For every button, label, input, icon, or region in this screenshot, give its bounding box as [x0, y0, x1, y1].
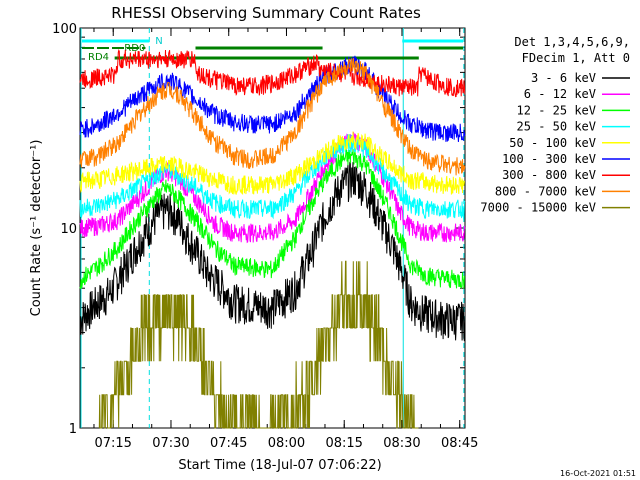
series-line: [79, 148, 466, 290]
night-bar-label: N: [155, 36, 162, 47]
series-300-800-kev: [79, 48, 466, 98]
legend-entries: 3 - 6 keV 6 - 12 keV 12 - 25 keV 25 - 50 ke…: [480, 71, 630, 215]
legend-entry-label: 100 - 300 keV: [502, 152, 596, 166]
legend-header-line-1: Det 1,3,4,5,6,9,: [514, 35, 630, 49]
y-tick-labels: 1 10 100: [52, 22, 77, 437]
series-line: [79, 134, 466, 220]
legend-header-line-2: FDecim 1, Att 0: [522, 51, 630, 65]
footer-timestamp: 16-Oct-2021 01:51: [560, 469, 636, 478]
x-tick-label: 07:15: [94, 436, 131, 451]
series-line: [79, 48, 466, 98]
x-axis-label: Start Time (18-Jul-07 07:06:22): [178, 458, 381, 473]
rd4-label: RD4: [88, 52, 109, 63]
series-line: [79, 160, 466, 342]
series-line: [79, 131, 466, 244]
series-12-25-kev: [79, 148, 466, 290]
x-tick-label: 08:00: [268, 436, 305, 451]
series-line: [79, 131, 466, 195]
series-25-50-kev: [79, 134, 466, 220]
rd0-label: RD0: [124, 43, 145, 54]
legend-entry-label: 800 - 7000 keV: [495, 184, 596, 198]
legend-entry-label: 6 - 12 keV: [524, 87, 596, 101]
y-tick-label: 10: [60, 222, 77, 237]
series-7000-15000-kev: [98, 260, 419, 429]
legend: Det 1,3,4,5,6,9, FDecim 1, Att 0 3 - 6 k…: [480, 35, 630, 215]
series-3-6-kev: [79, 160, 466, 342]
y-axis-label: Count Rate (s⁻¹ detector⁻¹): [29, 140, 44, 317]
x-tick-label: 08:30: [383, 436, 420, 451]
x-tick-label: 08:45: [441, 436, 478, 451]
series-layer: [79, 48, 466, 429]
legend-entry-label: 12 - 25 keV: [517, 103, 596, 117]
legend-entry-label: 300 - 800 keV: [502, 168, 596, 182]
x-tick-label: 07:30: [152, 436, 189, 451]
y-tick-label: 100: [52, 22, 77, 37]
series-800-7000-kev: [79, 58, 466, 176]
series-line: [79, 55, 466, 143]
x-tick-labels: 07:15 07:30 07:45 08:00 08:15 08:30 08:45: [94, 436, 478, 451]
chart-title: RHESSI Observing Summary Count Rates: [111, 4, 421, 22]
series-100-300-kev: [79, 55, 466, 143]
series-6-12-kev: [79, 131, 466, 244]
series-line: [98, 260, 419, 429]
series-line: [79, 58, 466, 176]
x-tick-label: 08:15: [325, 436, 362, 451]
legend-entry-label: 3 - 6 keV: [531, 71, 596, 85]
legend-entry-label: 50 - 100 keV: [509, 136, 596, 150]
legend-entry-label: 25 - 50 keV: [517, 120, 596, 134]
legend-entry-label: 7000 - 15000 keV: [480, 201, 596, 215]
y-tick-label: 1: [69, 422, 77, 437]
series-50-100-kev: [79, 131, 466, 195]
x-tick-label: 07:45: [210, 436, 247, 451]
